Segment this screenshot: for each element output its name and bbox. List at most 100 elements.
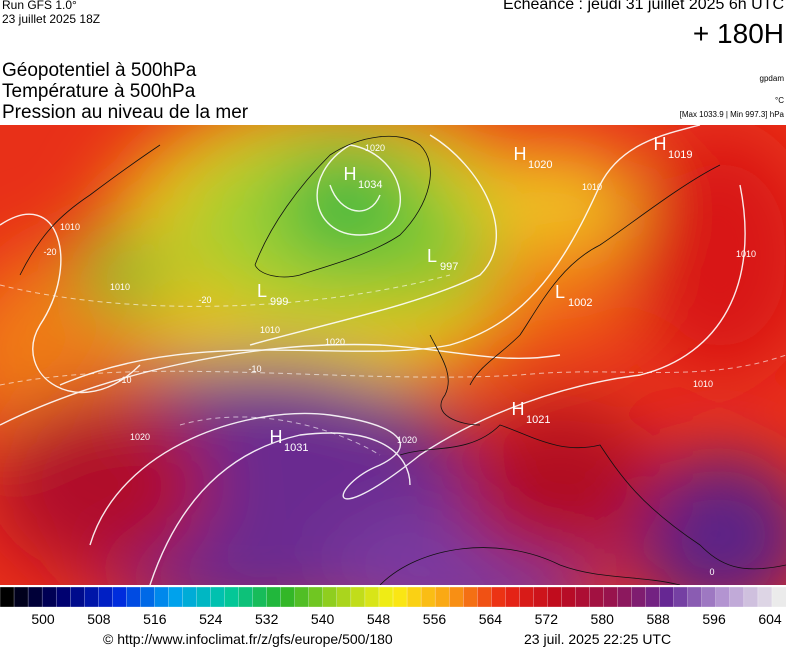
color-swatch <box>575 586 591 608</box>
contour-label: 1020 <box>365 143 385 153</box>
contour-label: 1020 <box>325 337 345 347</box>
color-swatch <box>322 586 338 608</box>
colorbar-label: 516 <box>143 611 167 627</box>
color-swatch <box>378 586 394 608</box>
colorbar-label: 548 <box>367 611 391 627</box>
color-swatch <box>140 586 156 608</box>
colorbar-label: 540 <box>311 611 335 627</box>
unit: °C <box>775 96 784 105</box>
color-swatch <box>364 586 380 608</box>
color-swatch <box>41 586 57 608</box>
center-value: 1019 <box>668 149 692 161</box>
color-swatch <box>196 586 212 608</box>
contour-label: -20 <box>43 247 56 257</box>
center-letter: H <box>514 144 527 164</box>
color-swatch <box>182 586 198 608</box>
colorbar-label: 604 <box>758 611 782 627</box>
color-swatch <box>631 586 647 608</box>
center-value: 1002 <box>568 297 592 309</box>
color-swatch <box>561 586 577 608</box>
color-swatch <box>280 586 296 608</box>
color-swatch <box>448 586 464 608</box>
colorbar-label: 508 <box>87 611 111 627</box>
colorbar-label: 556 <box>423 611 447 627</box>
color-swatch <box>238 586 254 608</box>
color-swatch <box>70 586 85 608</box>
color-swatch <box>729 586 745 608</box>
center-value: 999 <box>270 296 288 308</box>
colorbar-label: 580 <box>591 611 615 627</box>
color-swatch <box>505 586 520 608</box>
contour-label: 1010 <box>736 249 756 259</box>
color-swatch <box>715 586 731 608</box>
contour-label: -10 <box>118 375 131 385</box>
color-swatch <box>252 586 268 608</box>
color-swatch <box>168 586 184 608</box>
coastlines <box>19 135 786 585</box>
colorbar-label: 564 <box>479 611 503 627</box>
color-swatch <box>673 586 689 608</box>
color-swatch <box>771 586 786 608</box>
colorbar-label: 532 <box>255 611 279 627</box>
center-value: 1020 <box>528 159 552 171</box>
color-swatch <box>13 586 29 608</box>
color-swatch <box>603 586 619 608</box>
color-swatch <box>645 586 661 608</box>
contour-label: 0 <box>709 567 714 577</box>
color-swatch <box>266 586 282 608</box>
color-swatch <box>533 586 549 608</box>
color-swatch <box>350 586 366 608</box>
isobars <box>0 125 746 585</box>
center-letter: H <box>344 164 357 184</box>
color-swatch <box>406 586 422 608</box>
color-swatch <box>477 586 492 608</box>
center-letter: H <box>654 134 667 154</box>
color-swatch <box>589 586 605 608</box>
run-date: 23 juillet 2025 18Z <box>2 12 101 26</box>
color-swatch <box>420 586 436 608</box>
isotherms <box>0 274 786 456</box>
color-swatch <box>659 586 675 608</box>
center-letter: L <box>555 282 565 302</box>
center-letter: H <box>270 427 283 447</box>
colorbar-label: 572 <box>535 611 559 627</box>
color-swatch <box>463 586 478 608</box>
field-shading <box>0 125 786 585</box>
color-swatch <box>519 586 535 608</box>
colorbar-label: 588 <box>646 611 670 627</box>
color-swatch <box>55 586 71 608</box>
center-value: 1021 <box>526 414 550 426</box>
color-swatch <box>757 586 773 608</box>
contour-label: 1020 <box>397 435 417 445</box>
center-value: 1031 <box>284 442 308 454</box>
color-swatch <box>308 586 324 608</box>
color-swatch <box>392 586 408 608</box>
color-swatch <box>210 586 226 608</box>
color-swatch <box>617 586 633 608</box>
color-swatch <box>126 586 142 608</box>
contour-label: 1010 <box>60 222 80 232</box>
center-value: 997 <box>440 261 458 273</box>
colorbar-label: 596 <box>702 611 726 627</box>
color-swatch <box>491 586 506 608</box>
color-swatch <box>224 586 240 608</box>
center-value: 1034 <box>358 179 382 191</box>
color-swatch <box>27 586 43 608</box>
colorbar-label: 524 <box>199 611 223 627</box>
unit: [Max 1033.9 | Min 997.3] hPa <box>679 110 784 119</box>
color-swatch <box>84 586 99 608</box>
color-swatch <box>547 586 563 608</box>
color-swatch <box>336 586 352 608</box>
color-swatch <box>0 586 15 608</box>
unit: gpdam <box>759 74 784 83</box>
contour-label: 1010 <box>110 282 130 292</box>
color-swatch <box>434 586 450 608</box>
valid-time: Echéance : jeudi 31 juillet 2025 6h UTC <box>502 0 784 13</box>
color-swatch <box>743 586 759 608</box>
timestamp: 23 juil. 2025 22:25 UTC <box>524 631 672 647</box>
colorbar-label: 500 <box>31 611 55 627</box>
center-letter: H <box>512 399 525 419</box>
color-swatch <box>112 586 127 608</box>
